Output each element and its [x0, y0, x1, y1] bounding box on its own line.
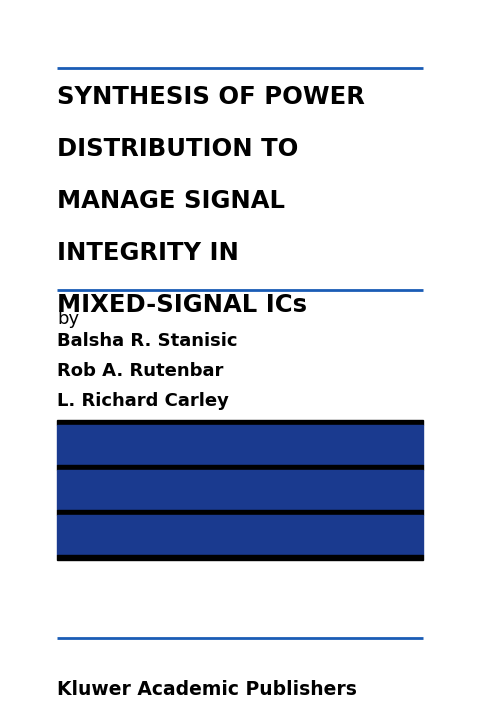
Text: by: by [57, 310, 79, 328]
Bar [57, 425, 423, 465]
Bar [57, 555, 423, 560]
Bar [57, 510, 423, 515]
Bar [57, 465, 423, 470]
Text: L. Richard Carley: L. Richard Carley [57, 392, 229, 410]
Text: Balsha R. Stanisic: Balsha R. Stanisic [57, 332, 238, 350]
Text: Rob A. Rutenbar: Rob A. Rutenbar [57, 362, 223, 380]
Text: DISTRIBUTION TO: DISTRIBUTION TO [57, 137, 299, 161]
Text: MIXED-SIGNAL ICs: MIXED-SIGNAL ICs [57, 293, 307, 317]
Text: MANAGE SIGNAL: MANAGE SIGNAL [57, 189, 285, 213]
Bar [57, 420, 423, 425]
Text: INTEGRITY IN: INTEGRITY IN [57, 241, 239, 265]
Text: SYNTHESIS OF POWER: SYNTHESIS OF POWER [57, 85, 365, 109]
Bar [57, 470, 423, 510]
Text: Kluwer Academic Publishers: Kluwer Academic Publishers [57, 680, 357, 699]
Bar [57, 515, 423, 555]
